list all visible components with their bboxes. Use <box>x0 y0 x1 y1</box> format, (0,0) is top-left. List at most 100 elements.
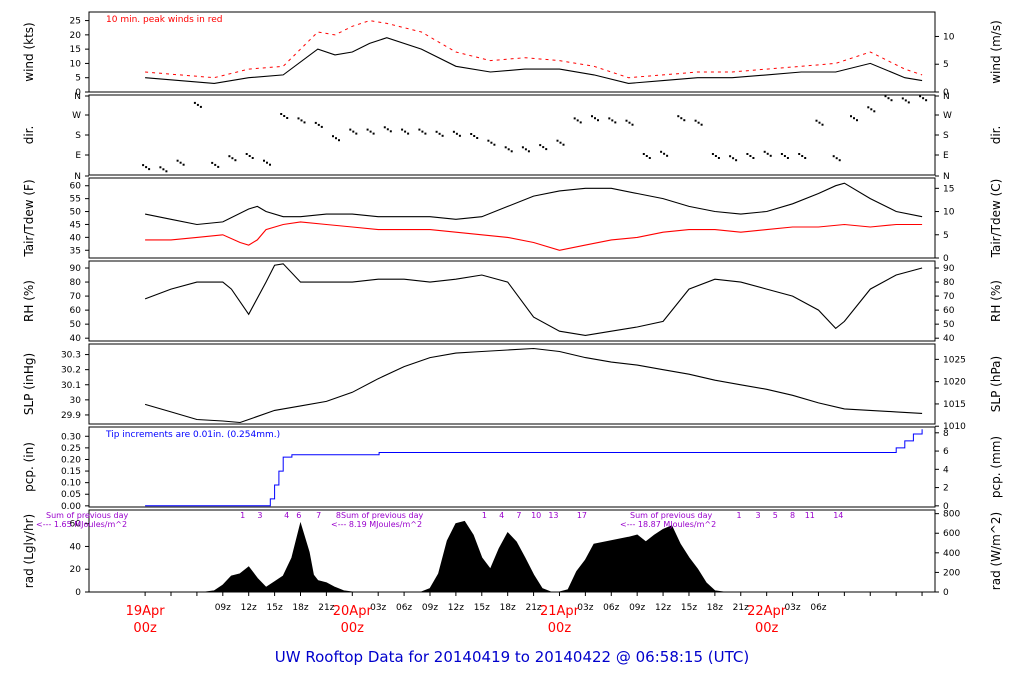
y-tick-label-left: 30 <box>70 396 82 406</box>
direction-point <box>404 130 407 133</box>
y-tick-label-left: E <box>75 151 81 161</box>
direction-point <box>473 135 476 137</box>
sun-hour-marker: 8 <box>790 511 795 520</box>
x-hour-label: 09z <box>215 603 231 613</box>
y-tick-label-right: N <box>943 172 950 182</box>
direction-point <box>248 155 251 157</box>
direction-point <box>470 133 473 135</box>
sun-hour-marker: 10 <box>531 511 541 520</box>
direction-point <box>559 141 562 144</box>
y-axis-label-right: dir. <box>989 126 1003 145</box>
direction-point <box>798 153 801 155</box>
direction-point <box>369 130 372 133</box>
direction-point <box>441 134 444 137</box>
y-tick-label-left: 50 <box>70 320 82 330</box>
y-axis-label-right: Tair/Tdew (C) <box>989 179 1003 259</box>
panel-wind: wind (kts) wind (m/s) 0 5 10 15 20 25 0 5 10 10 min… <box>22 11 1003 98</box>
direction-point <box>217 165 220 168</box>
direction-point <box>145 166 148 169</box>
direction-point <box>303 121 306 124</box>
y-tick-label-right: 1010 <box>943 422 966 432</box>
panel-frame <box>88 260 936 342</box>
radiation-sum-value: <--- 1.65 MJoules/m^2 <box>36 520 127 529</box>
y-axis-label-left: Tair/Tdew (F) <box>22 179 36 257</box>
y-tick-label-right: W <box>943 111 952 121</box>
direction-point <box>266 161 268 164</box>
x-date-label: 20Apr <box>333 604 373 619</box>
direction-point <box>545 148 548 151</box>
direction-point <box>283 115 286 117</box>
direction-point <box>421 130 424 133</box>
direction-point <box>887 97 890 100</box>
panel-frame <box>88 94 936 176</box>
direction-point <box>280 113 283 115</box>
direction-point <box>148 168 151 171</box>
x-hour-label: 18z <box>500 603 516 613</box>
direction-point <box>648 157 651 159</box>
y-tick-label-left: 0.30 <box>61 432 81 442</box>
direction-point <box>925 99 928 102</box>
y-axis-label-left: SLP (inHg) <box>22 353 36 415</box>
direction-point <box>251 157 254 159</box>
direction-point <box>424 132 427 135</box>
direction-point <box>780 153 783 155</box>
direction-point <box>815 119 818 122</box>
x-hour-label: 03z <box>577 603 593 613</box>
panel-frame <box>88 177 936 259</box>
y-tick-label-left: 40 <box>70 542 82 552</box>
y-tick-label-left: 45 <box>70 220 81 230</box>
direction-point <box>717 157 720 159</box>
direction-point <box>642 153 645 155</box>
y-tick-label-left: 55 <box>70 195 81 205</box>
direction-point <box>269 163 271 166</box>
direction-point <box>418 128 421 131</box>
direction-point <box>435 130 438 133</box>
y-tick-label-left: 50 <box>70 208 82 218</box>
x-hour-label: 18z <box>292 603 308 613</box>
direction-point <box>645 155 648 157</box>
y-tick-label-left: 0 <box>75 88 81 98</box>
direction-point <box>611 119 614 122</box>
slp-series-line-0 <box>144 347 923 424</box>
panel-frame <box>88 11 936 93</box>
direction-point <box>835 157 838 160</box>
y-axis-label-right: rad (W/m^2) <box>989 512 1003 590</box>
direction-point <box>193 101 196 104</box>
direction-point <box>752 157 755 159</box>
radiation-sum-label: Sum of previous day <box>46 511 128 520</box>
sun-hour-marker: 14 <box>833 511 843 520</box>
direction-point <box>746 153 749 155</box>
sun-hour-marker: 7 <box>316 511 321 520</box>
direction-point <box>838 159 841 162</box>
direction-point <box>159 166 162 169</box>
direction-point <box>732 157 735 160</box>
x-date-time-label: 00z <box>548 621 572 636</box>
y-tick-label-left: 35 <box>70 246 81 256</box>
direction-point <box>697 121 700 124</box>
direction-point <box>199 105 202 108</box>
direction-point <box>660 150 663 153</box>
sun-hour-marker: 1 <box>736 511 741 520</box>
y-axis-label-right: SLP (hPa) <box>989 356 1003 412</box>
sun-hour-marker: 11 <box>805 511 815 520</box>
direction-point <box>628 121 631 124</box>
y-tick-label-left: 60 <box>70 306 82 316</box>
y-tick-label-right: 1015 <box>943 400 966 410</box>
x-date-time-label: 00z <box>755 621 779 636</box>
y-tick-label-left: 0.10 <box>61 479 81 489</box>
direction-point <box>922 97 925 100</box>
panel-annotation: Tip increments are 0.01in. (0.254mm.) <box>105 430 280 440</box>
x-hour-label: 12z <box>655 603 671 613</box>
direction-point <box>786 157 789 159</box>
direction-point <box>231 157 234 160</box>
direction-point <box>286 117 289 119</box>
y-tick-label-right: E <box>943 151 949 161</box>
direction-point <box>355 132 358 135</box>
direction-point <box>853 117 855 120</box>
direction-point <box>228 155 231 158</box>
y-tick-label-left: 0 <box>75 588 81 598</box>
x-hour-label: 12z <box>241 603 257 613</box>
direction-point <box>211 161 214 164</box>
x-hour-label: 03z <box>784 603 800 613</box>
